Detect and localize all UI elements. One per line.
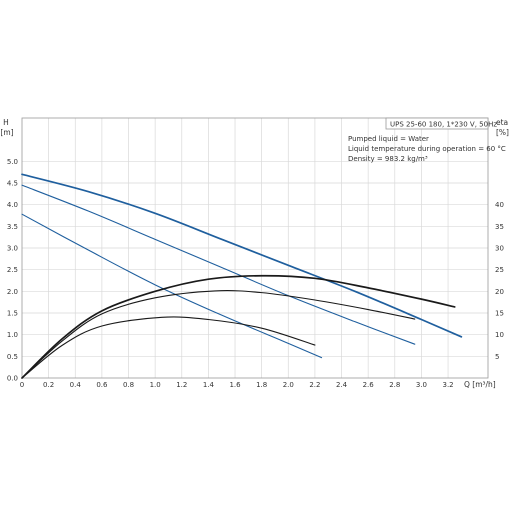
plot-frame [21,117,489,379]
x-tick-label: 0 [20,381,24,389]
x-tick-label: 0.2 [43,381,54,389]
series-group [21,173,463,379]
x-tick-label: 1.0 [150,381,161,389]
efficiency-curve-3 [21,274,456,379]
y-left-tick-label: 4.0 [7,201,18,209]
y-right-tick-label: 30 [495,245,504,253]
x-tick-label: 2.6 [363,381,375,389]
y-axis-left-unit: [m] [0,128,13,137]
y-left-tick-label: 2.0 [7,288,18,296]
x-tick-label: 3.0 [416,381,427,389]
y-left-tick-label: 5.0 [7,158,18,166]
y-right-tick-label: 10 [495,331,504,339]
x-tick-label: 2.4 [336,381,348,389]
y-right-tick-label: 20 [495,288,504,296]
y-right-tick-label: 40 [495,201,504,209]
info-line-temperature: Liquid temperature during operation = 60… [348,145,506,153]
x-axis-label: Q [m³/h] [464,380,496,389]
y-left-tick-label: 0.0 [7,375,18,383]
head-curve-0 [21,173,463,338]
info-line-liquid: Pumped liquid = Water [348,135,429,143]
x-tick-label: 2.8 [389,381,400,389]
y-left-tick-label: 3.0 [7,245,18,253]
title-box-frame [385,117,489,130]
y-left-tick-label: 1.5 [7,310,18,318]
head-curve-1 [21,184,416,345]
x-tick-label: 3.2 [442,381,453,389]
x-tick-label: 1.8 [256,381,267,389]
y-left-tick-label: 0.5 [7,353,18,361]
x-tick-label: 2.0 [283,381,294,389]
y-left-tick-label: 3.5 [7,223,18,231]
y-axis-left-symbol: H [3,118,9,127]
x-tick-label: 0.6 [96,381,108,389]
y-right-tick-label: 5 [495,353,499,361]
head-curve-2 [21,213,323,359]
x-tick-label: 0.4 [70,381,82,389]
x-tick-label: 0.8 [123,381,134,389]
x-tick-label: 2.2 [309,381,320,389]
y-left-tick-label: 2.5 [7,266,18,274]
x-tick-label: 1.6 [229,381,241,389]
chart-title: UPS 25-60 180, 1*230 V, 50Hz [390,121,497,129]
y-left-tick-label: 1.0 [7,331,18,339]
x-tick-label: 1.2 [176,381,187,389]
efficiency-curve-5 [21,316,316,379]
y-axis-right-symbol: eta [496,118,508,127]
x-tick-label: 1.4 [203,381,215,389]
y-axis-right-unit: [%] [496,128,509,137]
title-box: UPS 25-60 180, 1*230 V, 50Hz [385,117,497,130]
efficiency-curve-4 [21,290,416,379]
tick-labels: 0 0.2 0.4 0.6 0.8 1.0 1.2 1.4 1.6 1.8 2.0 2.2 2.4 2.6… [7,158,504,389]
y-right-tick-label: 35 [495,223,504,231]
grid [22,118,488,378]
y-left-tick-label: 4.5 [7,180,18,188]
info-line-density: Density = 983.2 kg/m³ [348,155,428,163]
y-right-tick-label: 25 [495,266,504,274]
y-right-tick-label: 15 [495,310,504,318]
